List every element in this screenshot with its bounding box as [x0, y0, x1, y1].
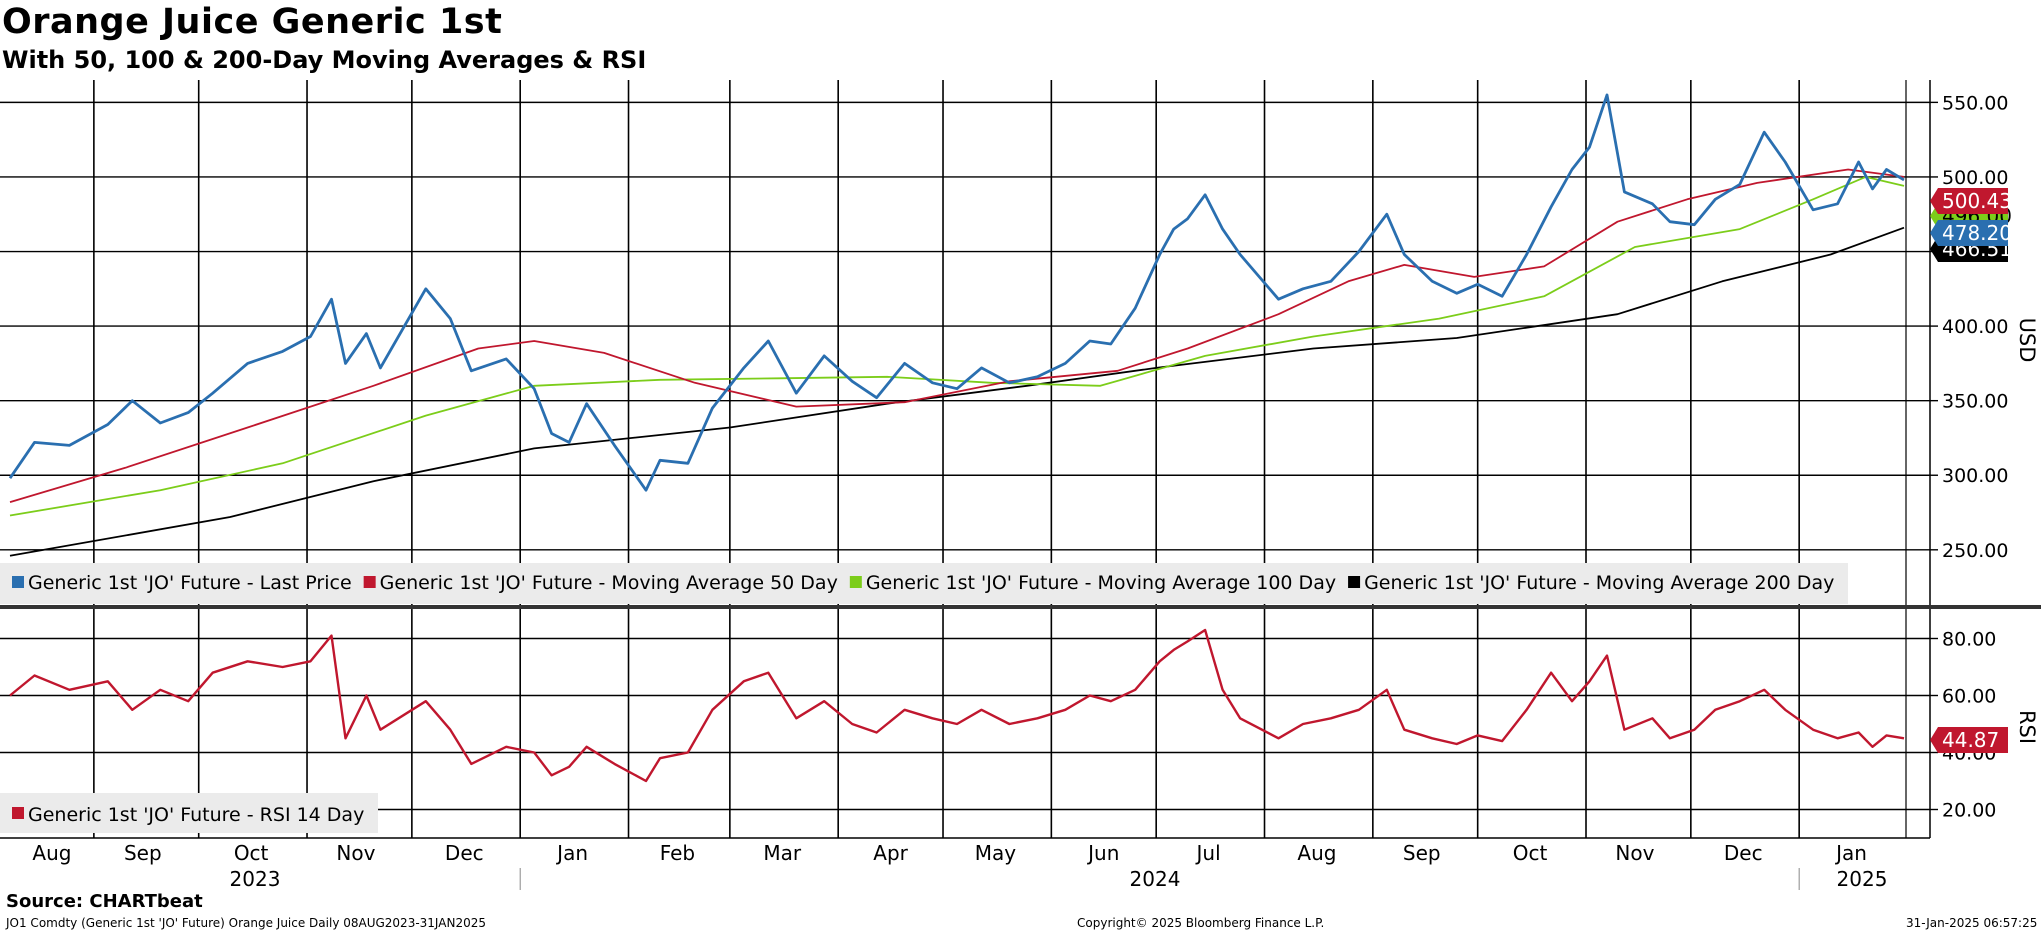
- tag-ma50-value: 500.43: [1942, 189, 2012, 213]
- footer-timestamp: 31-Jan-2025 06:57:25: [1906, 916, 2038, 930]
- legend-swatch-rsi: [12, 807, 24, 819]
- tag-ma50: 500.43: [1930, 188, 2012, 214]
- month-label: Feb: [660, 841, 695, 865]
- month-label: May: [975, 841, 1017, 865]
- source-label: Source: CHARTbeat: [6, 891, 203, 912]
- tag-rsi-value: 44.87: [1942, 728, 1999, 752]
- month-label: Aug: [1297, 841, 1336, 865]
- legend-label-price: Generic 1st 'JO' Future - Last Price: [28, 572, 352, 594]
- legend-label-ma100: Generic 1st 'JO' Future - Moving Average…: [866, 572, 1336, 594]
- rsi-tick-label: 60.00: [1942, 686, 1996, 708]
- month-label: Dec: [445, 841, 484, 865]
- legend-swatch-ma50: [363, 576, 376, 588]
- year-label: 2024: [1130, 867, 1181, 891]
- price-legend: [0, 563, 1848, 604]
- chart-subtitle: With 50, 100 & 200-Day Moving Averages &…: [2, 46, 647, 74]
- month-label: Dec: [1724, 841, 1763, 865]
- legends: Generic 1st 'JO' Future - Last Price Gene…: [0, 563, 1848, 833]
- month-label: Mar: [763, 841, 802, 865]
- year-label: 2025: [1837, 867, 1888, 891]
- rsi-legend: [0, 793, 378, 833]
- rsi-tick-label: 80.00: [1942, 629, 1996, 651]
- month-label: Oct: [1513, 841, 1548, 865]
- legend-swatch-price: [12, 576, 24, 588]
- month-label: Jan: [1834, 841, 1867, 865]
- month-label: Jun: [1086, 841, 1119, 865]
- tag-rsi-bg: [1930, 727, 2008, 753]
- legend-swatch-ma100: [849, 576, 862, 588]
- month-label: Sep: [1403, 841, 1441, 865]
- legend-swatch-ma200: [1348, 576, 1361, 588]
- tag-ma50-bg: [1930, 188, 2008, 214]
- price-tick-label: 400.00: [1942, 316, 2008, 338]
- chart-title: Orange Juice Generic 1st: [2, 2, 503, 42]
- tag-price: 478.20: [1930, 220, 2012, 246]
- tag-price-bg: [1930, 220, 2008, 246]
- month-label: Aug: [32, 841, 71, 865]
- panel-frames: [0, 80, 2041, 839]
- month-label: Oct: [234, 841, 269, 865]
- month-label: Jul: [1195, 841, 1221, 865]
- tag-price-value: 478.20: [1942, 221, 2012, 245]
- rsi-axis-label: RSI: [2015, 710, 2039, 744]
- month-label: Nov: [336, 841, 375, 865]
- legend-label-ma50: Generic 1st 'JO' Future - Moving Average…: [380, 572, 838, 594]
- series-line-rsi: [9, 628, 1905, 783]
- series-lines: [8, 93, 1905, 783]
- legend-label-rsi: Generic 1st 'JO' Future - RSI 14 Day: [28, 804, 364, 826]
- price-tick-label: 250.00: [1942, 540, 2008, 562]
- price-axis-label: USD: [2015, 318, 2039, 363]
- month-label: Sep: [124, 841, 162, 865]
- tag-rsi: 44.87: [1930, 727, 2008, 753]
- month-label: Nov: [1615, 841, 1654, 865]
- series-line-price: [8, 93, 1905, 492]
- series-line-ma50: [9, 168, 1905, 503]
- price-tick-label: 550.00: [1942, 92, 2008, 114]
- year-label: 2023: [230, 867, 281, 891]
- month-label: Jan: [555, 841, 588, 865]
- series-line-ma100: [9, 175, 1905, 517]
- footer-ticker-note: JO1 Comdty (Generic 1st 'JO' Future) Ora…: [6, 916, 486, 930]
- axes: 250.00300.00350.00400.00450.00500.00550.…: [32, 92, 2039, 891]
- month-label: Apr: [873, 841, 908, 865]
- price-tick-label: 350.00: [1942, 391, 2008, 413]
- footer-copyright: Copyright© 2025 Bloomberg Finance L.P.: [1077, 916, 1325, 930]
- legend-label-ma200: Generic 1st 'JO' Future - Moving Average…: [1364, 572, 1834, 594]
- series-line-ma200: [9, 226, 1905, 557]
- price-tick-label: 500.00: [1942, 167, 2008, 189]
- rsi-tick-label: 20.00: [1942, 800, 1996, 822]
- price-tick-label: 300.00: [1942, 465, 2008, 487]
